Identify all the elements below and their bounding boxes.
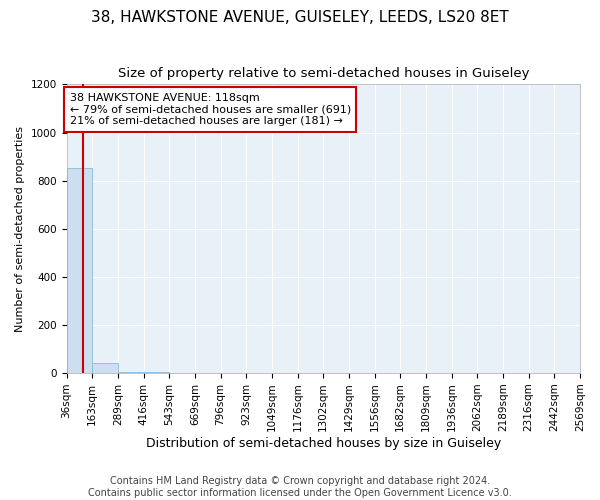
Title: Size of property relative to semi-detached houses in Guiseley: Size of property relative to semi-detach… — [118, 68, 529, 80]
Y-axis label: Number of semi-detached properties: Number of semi-detached properties — [15, 126, 25, 332]
Bar — [67, 168, 92, 373]
Text: Contains HM Land Registry data © Crown copyright and database right 2024.
Contai: Contains HM Land Registry data © Crown c… — [88, 476, 512, 498]
Text: 38, HAWKSTONE AVENUE, GUISELEY, LEEDS, LS20 8ET: 38, HAWKSTONE AVENUE, GUISELEY, LEEDS, L… — [91, 10, 509, 25]
X-axis label: Distribution of semi-detached houses by size in Guiseley: Distribution of semi-detached houses by … — [146, 437, 501, 450]
Bar — [92, 364, 118, 373]
Bar — [118, 372, 143, 373]
Text: 38 HAWKSTONE AVENUE: 118sqm
← 79% of semi-detached houses are smaller (691)
21% : 38 HAWKSTONE AVENUE: 118sqm ← 79% of sem… — [70, 93, 351, 126]
